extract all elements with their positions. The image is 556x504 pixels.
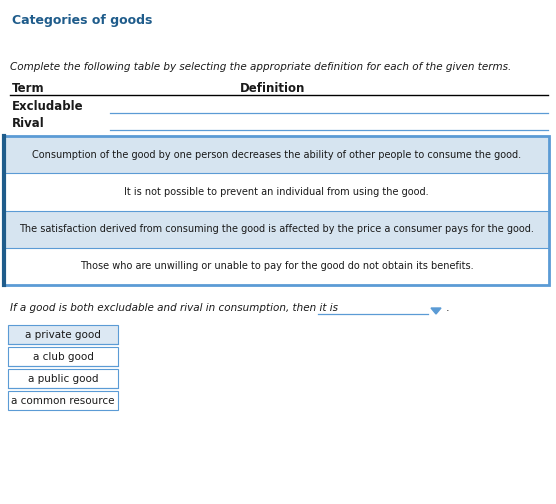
- Text: The satisfaction derived from consuming the good is affected by the price a cons: The satisfaction derived from consuming …: [19, 224, 534, 234]
- Text: If a good is both excludable and rival in consumption, then it is: If a good is both excludable and rival i…: [10, 303, 338, 313]
- Text: Categories of goods: Categories of goods: [12, 14, 152, 27]
- Bar: [8, 369, 118, 388]
- Text: a public good: a public good: [28, 373, 98, 384]
- Bar: [8, 391, 118, 410]
- Text: .: .: [446, 303, 450, 313]
- Bar: [4, 211, 549, 248]
- Text: It is not possible to prevent an individual from using the good.: It is not possible to prevent an individ…: [124, 187, 429, 197]
- Text: Rival: Rival: [12, 117, 44, 130]
- Text: a club good: a club good: [33, 351, 93, 361]
- Bar: [4, 136, 549, 285]
- Text: Excludable: Excludable: [12, 100, 83, 113]
- Text: Definition: Definition: [240, 82, 305, 95]
- Bar: [8, 347, 118, 366]
- Text: a common resource: a common resource: [11, 396, 115, 406]
- Bar: [4, 173, 549, 211]
- Bar: [8, 325, 118, 344]
- Text: Consumption of the good by one person decreases the ability of other people to c: Consumption of the good by one person de…: [32, 150, 521, 160]
- Bar: [4, 248, 549, 285]
- Bar: [4, 136, 549, 173]
- Text: a private good: a private good: [25, 330, 101, 340]
- Text: Those who are unwilling or unable to pay for the good do not obtain its benefits: Those who are unwilling or unable to pay…: [80, 262, 473, 271]
- Text: Complete the following table by selecting the appropriate definition for each of: Complete the following table by selectin…: [10, 62, 512, 72]
- Polygon shape: [431, 308, 441, 314]
- Text: Term: Term: [12, 82, 44, 95]
